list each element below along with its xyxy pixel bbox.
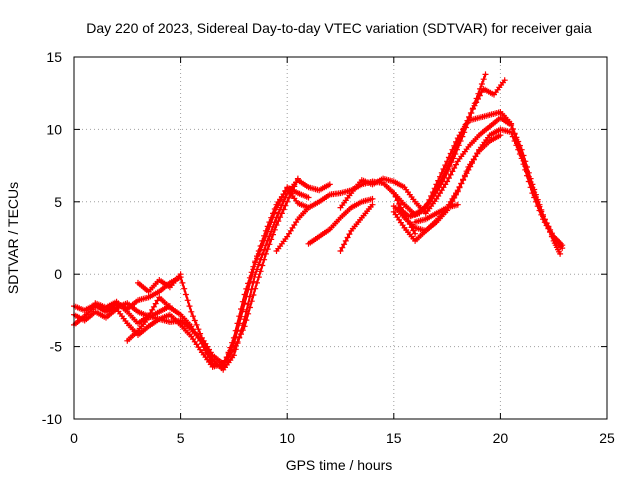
series-markers [337, 201, 376, 254]
series-line [339, 116, 562, 255]
series-markers [92, 185, 312, 370]
series-markers [124, 303, 173, 344]
series-markers [71, 184, 312, 370]
y-tick-label: 5 [54, 194, 62, 210]
series-5 [135, 271, 184, 295]
series-3 [71, 175, 301, 367]
series-line [392, 110, 564, 247]
series-14 [407, 71, 489, 220]
y-tick-label: -5 [50, 339, 63, 355]
chart-title: Day 220 of 2023, Sidereal Day-to-day VTE… [86, 20, 592, 36]
x-tick-label: 5 [177, 430, 185, 446]
y-axis-label: SDTVAR / TECUs [5, 182, 21, 294]
series-markers [390, 126, 566, 252]
series-markers [135, 271, 184, 295]
series-15 [390, 132, 504, 244]
grid [74, 57, 607, 419]
x-axis-label: GPS time / hours [286, 457, 393, 473]
series-markers [71, 175, 301, 367]
series-8 [305, 195, 376, 247]
series-line [72, 177, 299, 366]
series-11 [390, 126, 566, 252]
x-tick-label: 25 [599, 430, 615, 446]
series-markers [305, 195, 376, 247]
ticks: 0 5 10 15 20 25 -10 -5 0 5 10 15 [42, 49, 615, 446]
series-markers [412, 201, 461, 226]
series-layer [71, 71, 566, 373]
series-16 [412, 201, 461, 226]
series-markers [390, 132, 504, 244]
series-10 [337, 201, 376, 254]
y-tick-label: -10 [42, 411, 62, 427]
series-1 [71, 184, 312, 370]
y-tick-label: 15 [46, 49, 62, 65]
series-markers [407, 71, 489, 220]
y-tick-label: 0 [54, 266, 62, 282]
x-tick-label: 0 [70, 430, 78, 446]
series-4 [92, 185, 312, 370]
series-6 [124, 303, 173, 344]
y-tick-label: 10 [46, 121, 62, 137]
x-tick-label: 15 [386, 430, 402, 446]
x-tick-label: 20 [493, 430, 509, 446]
x-tick-label: 10 [279, 430, 295, 446]
series-9 [337, 114, 564, 257]
plot-frame [73, 56, 608, 420]
series-line [409, 73, 487, 218]
